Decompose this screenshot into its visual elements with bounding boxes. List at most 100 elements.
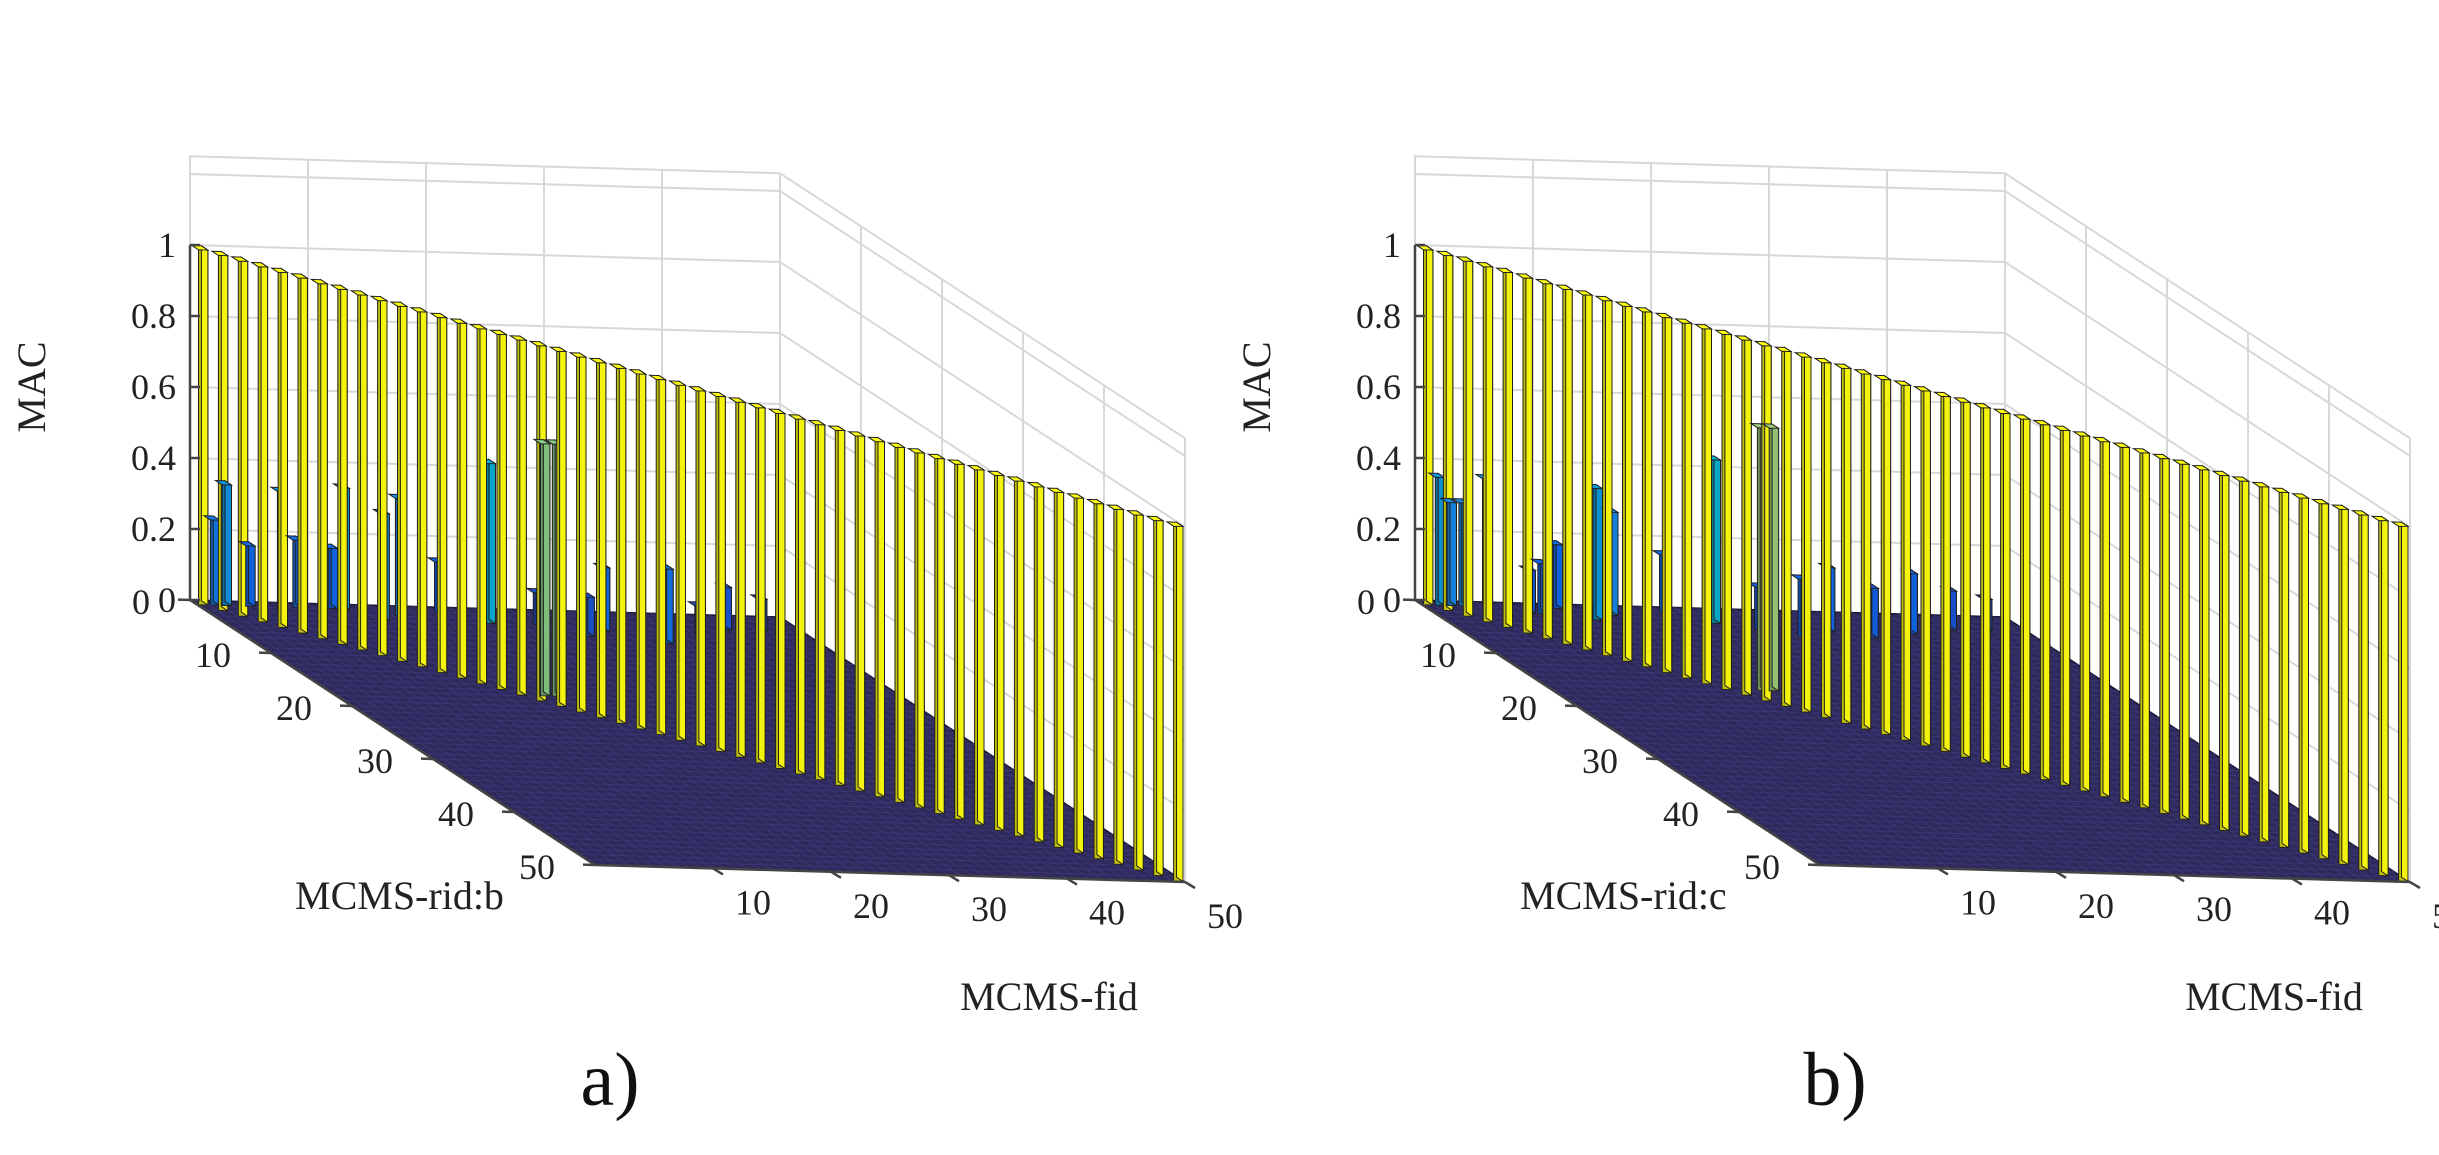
bar-fid-46-rid-46 [1085, 498, 1106, 860]
bar-fid-15-rid-15 [468, 323, 489, 685]
x-tick-label: 20 [2078, 886, 2114, 926]
caption-b: b) [1803, 1038, 1866, 1122]
bar-fid-32-rid-32 [2032, 419, 2052, 781]
z-tick-label: 0.2 [131, 509, 176, 549]
bar-fid-24-rid-3 [1702, 455, 1723, 625]
bar-fid-19-rid-19 [548, 346, 568, 708]
mac-chart-a: a) 0 0.2 0.4 0.6 0.8 1 MAC 0 10 20 30 40 50 MCMS-rid:… [9, 155, 1243, 1122]
bar-fid-47-rid-47 [2330, 504, 2351, 866]
bar-fid-25-rid-25 [667, 380, 688, 742]
y-tick-label: 0 [132, 582, 150, 622]
bar-fid-37-rid-6 [655, 564, 675, 645]
bar-fid-9-rid-9 [349, 290, 369, 652]
bar-fid-50-rid-50 [1165, 521, 1185, 883]
x-axis: 10 20 30 40 50 MCMS-fid [594, 863, 1243, 1019]
bar-fid-28-rid-28 [1952, 397, 1972, 759]
x-axis-label: MCMS-fid [2185, 974, 2363, 1019]
y-tick-label: 20 [276, 688, 312, 728]
z-tick-label: 1 [1383, 225, 1401, 265]
bar-fid-44-rid-44 [1045, 487, 1066, 849]
bar-fid-48-rid-48 [1125, 509, 1145, 872]
bar-fid-5-rid-5 [1494, 267, 1515, 629]
y-tick-label: 50 [1744, 847, 1780, 887]
bar-fid-32-rid-32 [807, 419, 827, 781]
bar-fid-38-rid-38 [926, 453, 946, 815]
bar-fid-17-rid-17 [1733, 335, 1754, 697]
bar-fid-4-rid-4 [249, 261, 270, 623]
bar-fid-15-rid-15 [1693, 323, 1714, 685]
z-tick-label: 0.6 [1356, 367, 1401, 407]
y-tick-label: 10 [195, 635, 231, 675]
x-tick-label: 50 [2432, 896, 2439, 936]
bar-fid-33-rid-33 [2052, 425, 2072, 787]
bar-fid-30-rid-30 [767, 408, 787, 770]
z-axis: 0 0.2 0.4 0.6 0.8 1 MAC [1234, 225, 1425, 620]
z-tick-label: 0.4 [131, 438, 176, 478]
bar-fid-21-rid-21 [1813, 357, 1833, 719]
bar-fid-28-rid-28 [727, 397, 747, 759]
bar-fid-34-rid-34 [846, 431, 867, 793]
y-axis-label: MCMS-rid:c [1520, 873, 1727, 918]
bar-fid-11-rid-11 [389, 301, 409, 663]
bar-fid-35-rid-35 [866, 436, 887, 798]
z-axis-label: MAC [1234, 341, 1279, 432]
bar-fid-43-rid-43 [1026, 481, 1046, 843]
bar-fid-36-rid-5 [1860, 583, 1881, 640]
bar-fid-36-rid-36 [2111, 442, 2132, 804]
y-tick-label: 20 [1501, 688, 1537, 728]
z-tick-label: 0 [158, 580, 176, 620]
x-tick-label: 30 [2196, 889, 2232, 929]
z-tick-label: 0.6 [131, 367, 176, 407]
bar-fid-30-rid-30 [1992, 408, 2012, 770]
bar-fid-31-rid-5 [576, 592, 597, 638]
bar-fid-49-rid-49 [2370, 515, 2390, 877]
bar-fid-41-rid-41 [986, 470, 1006, 832]
bar-fid-3-rid-3 [230, 256, 250, 618]
bar-fid-42-rid-42 [2231, 476, 2251, 838]
bar-fid-11-rid-11 [1614, 301, 1634, 663]
bar-fid-7-rid-7 [1534, 278, 1555, 640]
bar-fid-50-rid-50 [2390, 521, 2410, 883]
bar-fid-10-rid-10 [1594, 295, 1614, 657]
y-tick-label: 50 [519, 847, 555, 887]
caption-a: a) [580, 1038, 639, 1122]
bar-fid-8-rid-8 [1554, 284, 1574, 646]
bar-fid-5-rid-1 [237, 540, 257, 608]
bar-fid-48-rid-48 [2350, 509, 2370, 872]
z-tick-label: 0.8 [1356, 296, 1401, 336]
z-tick-label: 0.8 [131, 296, 176, 336]
z-tick-label: 0.4 [1356, 438, 1401, 478]
bar-fid-13-rid-13 [1654, 312, 1674, 674]
bar-fid-22-rid-22 [608, 363, 628, 725]
bar-fid-24-rid-24 [647, 374, 668, 736]
bar-fid-41-rid-41 [2211, 470, 2231, 832]
bar-fid-44-rid-44 [2270, 487, 2291, 849]
x-axis: 10 20 30 40 50 MCMS-fid [1819, 863, 2439, 1019]
bar-fid-6-rid-6 [1514, 273, 1535, 635]
bar-fid-13-rid-13 [429, 312, 449, 674]
bar-fid-3-rid-1 [1438, 497, 1459, 607]
bar-fid-16-rid-16 [488, 329, 509, 691]
bar-fid-14-rid-14 [448, 318, 469, 680]
bar-fid-22-rid-22 [1833, 363, 1853, 725]
z-tick-label: 1 [158, 225, 176, 265]
bar-fid-20-rid-20 [568, 352, 588, 714]
bar-fid-1-rid-1 [190, 244, 210, 607]
y-tick-label: 40 [1663, 794, 1699, 834]
y-tick-label: 30 [357, 741, 393, 781]
bar-fid-39-rid-39 [946, 459, 966, 821]
bar-fid-37-rid-37 [2131, 447, 2152, 810]
bar-fid-26-rid-26 [687, 385, 708, 748]
bar-fid-34-rid-34 [2071, 431, 2092, 793]
y-axis: 0 10 20 30 40 50 MCMS-rid:b [132, 582, 596, 918]
x-tick-label: 40 [1089, 893, 1125, 933]
bar-fid-17-rid-17 [508, 335, 529, 697]
bar-fid-21-rid-21 [588, 357, 608, 719]
bar-fid-40-rid-40 [2191, 464, 2211, 826]
z-axis: 0 0.2 0.4 0.6 0.8 1 MAC [9, 225, 200, 620]
bar-fid-6-rid-6 [289, 273, 310, 635]
bar-fid-29-rid-29 [747, 402, 767, 764]
bar-fid-8-rid-8 [329, 284, 349, 646]
bar-fid-12-rid-1 [320, 543, 340, 610]
